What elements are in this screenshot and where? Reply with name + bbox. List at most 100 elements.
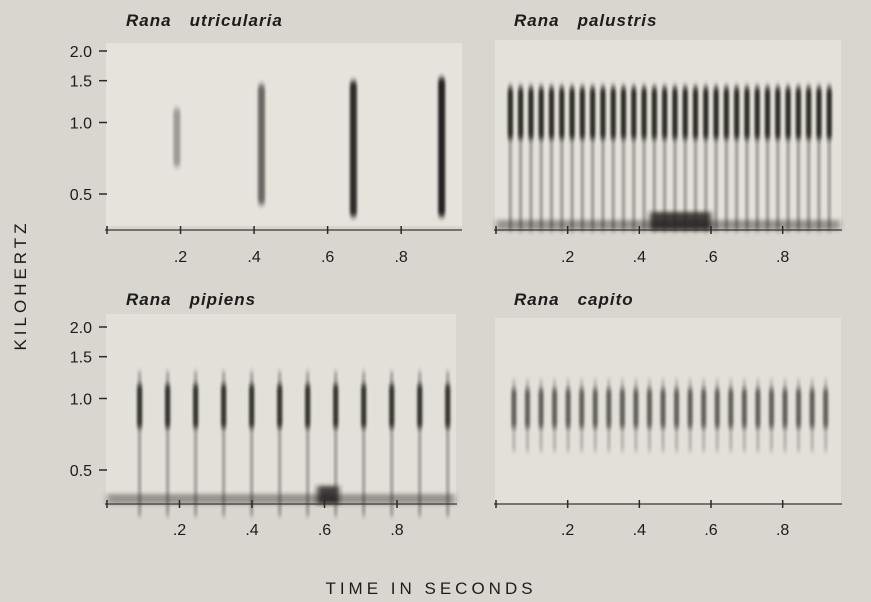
title-genus: Rana [126,11,172,30]
y-tick-label: 0.5 [70,187,92,204]
call-pulse [538,87,544,140]
call-pulse [524,388,530,429]
call-pulse [728,388,734,429]
title-species: capito [578,290,634,309]
title-genus: Rana [126,290,172,309]
call-pulse [713,87,719,140]
x-ticks: .2 .4 .6 .8 [495,500,789,539]
spectrogram-marks [107,371,455,517]
pulse-stem [663,84,667,231]
call-pulse [703,87,709,140]
x-ticks: .2 .4 .6 .8 [106,500,404,539]
call-pulse [249,384,255,429]
x-tick-label: .8 [776,249,789,266]
panel-title: Rana palustris [514,11,657,30]
pulse-stem [652,84,656,231]
call-pulse [723,87,729,140]
call-pulse [518,87,524,140]
pulse-stem [724,84,728,231]
pulse-stem [621,84,626,231]
pulse-stem [796,84,800,231]
x-tick-label: .4 [245,522,258,539]
y-ticks: 0.5 1.0 1.5 2.0 [70,320,107,480]
call-pulse [277,384,283,429]
pulse-stem [776,84,780,231]
call-pulse [620,87,626,140]
pulse-stem [765,84,770,231]
call-pulse [682,87,688,140]
call-pulse [579,87,585,140]
spectrogram-plot-area [495,318,841,504]
call-pulse [445,384,451,429]
call-pulse [565,388,571,429]
call-pulse [651,87,657,140]
pulse-stem [306,371,310,517]
pulse-stem [714,84,718,231]
title-genus: Rana [514,290,560,309]
pulse-stem [817,84,821,231]
spectrogram-plot-area [106,43,462,226]
y-tick-label: 0.5 [70,463,92,480]
call-pulse [552,388,558,429]
pulse-stem [166,371,170,517]
pulse-stem [580,84,584,231]
call-pulse [257,84,265,205]
noise-burst [317,486,339,504]
call-pulse [646,388,652,429]
call-pulse [672,87,678,140]
pulse-stem [278,371,282,517]
call-pulse [592,388,598,429]
title-species: palustris [577,11,658,30]
x-tick-label: .6 [321,249,334,266]
call-pulse [795,87,801,140]
panel-title: Rana pipiens [126,290,256,309]
call-pulse [548,87,554,140]
pulse-stem [745,84,749,231]
pulse-stem [250,371,254,517]
call-pulse [389,384,395,429]
y-tick-label: 1.0 [70,116,92,133]
y-tick-label: 1.5 [70,350,92,367]
x-tick-label: .2 [174,249,187,266]
call-pulse [809,388,815,429]
call-pulse [619,388,625,429]
call-pulse [438,77,446,218]
pulse-stem [755,84,759,231]
call-pulse [631,87,637,140]
noise-burst [650,212,711,230]
call-pulse [806,87,812,140]
pulse-stem [704,84,708,231]
call-pulse [417,384,423,429]
title-genus: Rana [514,11,560,30]
pulse-stem [529,84,533,231]
call-pulse [333,384,339,429]
pulse-stem [827,84,831,231]
call-pulse [826,87,832,140]
x-tick-label: .8 [390,522,403,539]
pulse-stem [807,84,811,231]
pulse-stem [539,84,543,231]
call-pulse [782,388,788,429]
call-pulse [349,80,357,218]
pulse-stem [418,371,422,517]
spectrogram-marks [173,77,446,218]
x-tick-label: .8 [776,522,789,539]
call-pulse [744,87,750,140]
call-pulse [660,388,666,429]
call-pulse [755,388,761,429]
x-tick-label: .4 [633,522,646,539]
pulse-stem [591,84,595,231]
pulse-stem [138,371,142,517]
pulse-stem [786,84,790,231]
pulse-stem [194,371,198,517]
call-pulse [701,388,707,429]
x-ticks: .2 .4 .6 .8 [495,226,789,266]
spectrogram-marks [511,379,829,452]
call-pulse [590,87,596,140]
call-pulse [137,384,143,429]
y-tick-label: 2.0 [70,320,92,337]
pulse-stem [508,84,512,231]
call-pulse [674,388,680,429]
pulse-stem [611,84,615,231]
